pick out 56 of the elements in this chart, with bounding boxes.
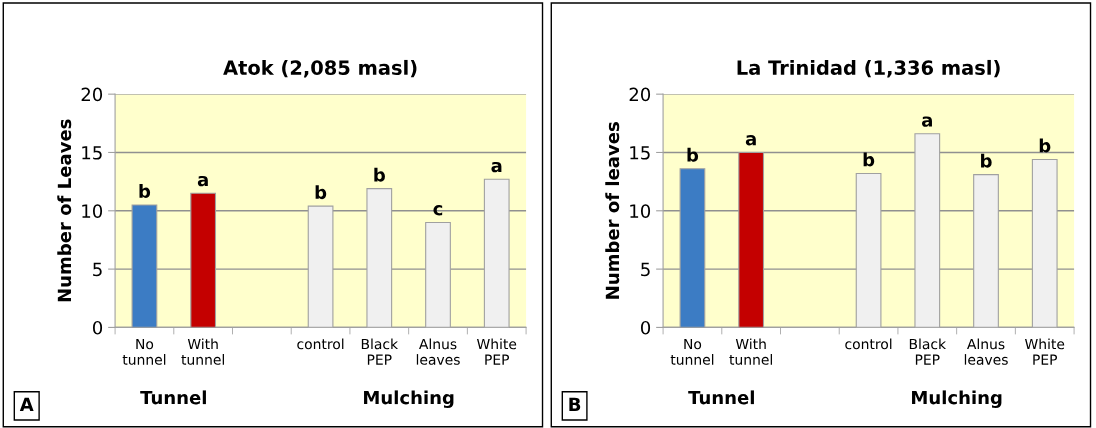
x-tick-label: control: [297, 338, 344, 350]
data-label: b: [687, 147, 699, 162]
y-tick-label: 0: [640, 320, 651, 335]
y-tick-label: 5: [93, 262, 102, 277]
y-tick-label: 10: [82, 204, 103, 218]
text: Tunnel: [688, 390, 754, 405]
y-tick-label: 15: [82, 146, 102, 160]
x-tick-label: White PEP: [1024, 338, 1065, 365]
chart-title: La Trinidad (1,336 masl): [737, 59, 1000, 78]
bar: [679, 168, 706, 328]
data-label: b: [981, 153, 992, 168]
x-tick-label: With tunnel: [181, 338, 224, 365]
text: B: [569, 397, 581, 411]
x-tick-label: Black PEP: [361, 338, 399, 365]
y-tick-label: 0: [92, 320, 103, 335]
x-tick-label: Black PEP: [909, 338, 947, 365]
bar: [1031, 158, 1058, 328]
data-label: c: [433, 205, 443, 216]
x-tick-label: No tunnel: [122, 338, 166, 365]
y-tick-label: 20: [629, 87, 651, 102]
bar: [190, 192, 217, 328]
bar: [131, 204, 158, 328]
bar: [307, 205, 334, 328]
chart-title: Atok (2,085 masl): [223, 59, 417, 78]
x-tick-label: White PEP: [476, 338, 517, 365]
data-label: a: [197, 175, 208, 187]
data-label: a: [921, 116, 932, 127]
x-tick-label: With tunnel: [729, 338, 772, 365]
data-label: a: [745, 135, 756, 146]
y-tick-label: 10: [630, 204, 651, 218]
data-label: b: [1039, 138, 1051, 153]
data-label: b: [863, 152, 875, 167]
bar: [973, 174, 999, 328]
text: Tunnel: [140, 390, 206, 405]
data-label: a: [491, 161, 502, 173]
y-tick-label: 5: [641, 262, 650, 277]
y-tick-label: 20: [81, 87, 103, 102]
y-tick-label: 15: [630, 146, 650, 160]
bar: [425, 221, 451, 328]
bar: [483, 178, 510, 328]
y-axis-title: Number of Leaves: [57, 119, 72, 302]
y-axis-title: Number of leaves: [605, 122, 620, 299]
x-tick-label: Alnus leaves: [964, 338, 1008, 365]
bar: [855, 172, 882, 328]
bar: [914, 133, 941, 328]
bar: [366, 188, 393, 328]
text: Mulching: [364, 390, 454, 409]
text: Mulching: [912, 390, 1002, 409]
data-label: b: [315, 185, 327, 200]
bar: [738, 151, 765, 328]
text: A: [19, 397, 34, 411]
x-tick-label: control: [845, 338, 892, 350]
data-label: b: [374, 167, 385, 182]
x-tick-label: No tunnel: [670, 338, 714, 365]
data-label: b: [139, 183, 151, 198]
x-tick-label: Alnus leaves: [416, 338, 460, 365]
